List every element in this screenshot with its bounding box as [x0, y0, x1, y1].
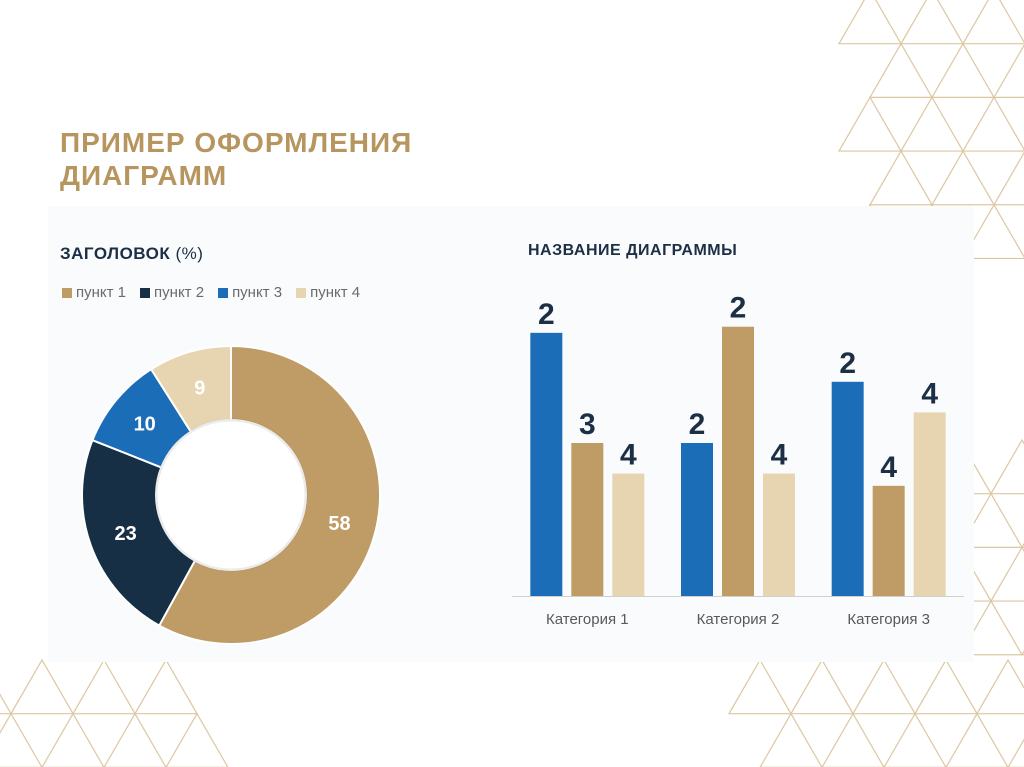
donut-value-label: 9: [194, 377, 205, 399]
decor-triangle: [961, 0, 1024, 45]
decor-triangle: [930, 149, 996, 206]
donut-value-label: 10: [134, 414, 156, 436]
decor-triangle: [913, 658, 979, 715]
decor-triangle: [961, 96, 1024, 152]
legend-label: пункт 1: [76, 284, 127, 301]
bar-chart-title: НАЗВАНИЕ ДИАГРАММЫ: [528, 242, 738, 259]
decor-triangle: [71, 658, 137, 715]
decor-triangle: [992, 151, 1024, 206]
legend-label: пункт 3: [232, 284, 283, 301]
decor-triangle: [0, 712, 43, 767]
bar: [530, 332, 563, 596]
decor-triangle: [945, 712, 1009, 767]
decor-triangle: [899, 96, 965, 152]
decor-triangle: [958, 492, 1024, 548]
decor-triangle: [133, 658, 199, 715]
legend-swatch: [218, 287, 229, 298]
legend-swatch: [296, 287, 307, 298]
bar: [681, 443, 713, 596]
bar: [872, 485, 905, 596]
legend-swatch: [140, 287, 151, 298]
bar: [831, 381, 864, 596]
decor-triangle: [868, 149, 934, 206]
donut-chart-title-unit: (%): [175, 244, 204, 263]
bar: [571, 443, 604, 596]
decor-triangle: [883, 712, 947, 767]
decor-triangle: [868, 42, 934, 98]
donut-legend: пункт 1 пункт 2 пункт 3 пункт 4: [62, 284, 360, 301]
slide-title-line-2: ДИАГРАММ: [60, 160, 228, 191]
bar-value-label: 4: [921, 377, 938, 410]
slide-title-line-1: ПРИМЕР ОФОРМЛЕНИЯ: [60, 127, 413, 158]
donut-chart-title-text: ЗАГОЛОВОК: [60, 244, 171, 263]
decor-triangle: [989, 546, 1024, 602]
slide-title: ПРИМЕР ОФОРМЛЕНИЯ ДИАГРАММ: [60, 126, 480, 192]
decor-triangle: [165, 712, 229, 767]
decor-triangle: [851, 658, 917, 715]
bar: [913, 412, 946, 596]
bar-value-label: 4: [620, 439, 637, 472]
decor-triangle: [899, 0, 965, 45]
decor-triangle: [789, 658, 855, 715]
decor-triangle: [759, 712, 823, 767]
donut-hole: [154, 418, 308, 572]
decor-triangle: [821, 712, 885, 767]
category-label: Категория 1: [546, 611, 629, 628]
bar-value-label: 2: [730, 292, 747, 325]
legend-label: пункт 2: [154, 284, 205, 301]
bar-value-label: 2: [839, 347, 856, 380]
decor-triangle: [41, 712, 105, 767]
bar: [763, 473, 795, 596]
legend-item-2: пункт 2: [140, 284, 204, 301]
decor-triangle: [727, 658, 793, 715]
decor-triangle: [103, 712, 167, 767]
bar-value-label: 4: [880, 451, 897, 484]
category-label: Категория 2: [697, 611, 780, 628]
legend-swatch: [62, 287, 72, 298]
decor-triangle: [837, 0, 903, 45]
donut-value-label: 58: [328, 513, 350, 535]
donut-chart-title: ЗАГОЛОВОК (%): [60, 244, 203, 264]
donut-value-label: 23: [114, 523, 136, 545]
decor-triangle: [989, 438, 1024, 495]
bar: [612, 473, 645, 596]
decor-triangle: [930, 42, 996, 98]
legend-label: пункт 4: [310, 284, 361, 301]
bar-value-label: 3: [579, 408, 596, 441]
decor-triangle: [992, 44, 1024, 98]
bar-value-label: 2: [689, 408, 706, 441]
decor-triangle: [961, 203, 1024, 260]
bar-value-label: 2: [538, 298, 555, 331]
decor-triangle: [958, 599, 1024, 656]
category-label: Категория 3: [847, 611, 930, 628]
bar: [722, 326, 754, 596]
decor-triangle: [837, 96, 903, 152]
legend-item-3: пункт 3: [218, 284, 282, 301]
legend-item-4: пункт 4: [296, 284, 360, 301]
bar-value-label: 4: [771, 439, 788, 472]
legend-item-1: пункт 1: [62, 284, 126, 301]
decor-triangle: [9, 658, 75, 715]
